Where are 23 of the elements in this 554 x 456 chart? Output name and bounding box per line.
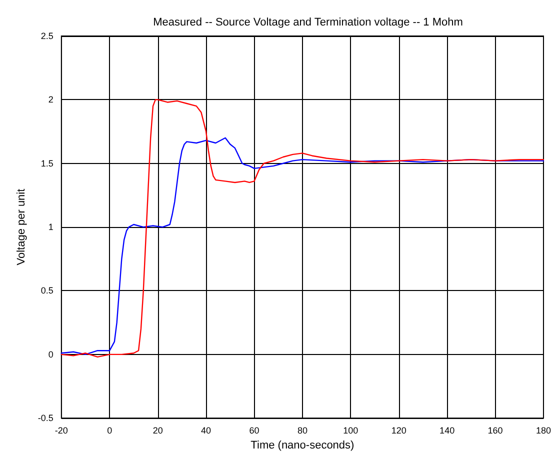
x-tick-label: 0	[107, 426, 112, 436]
x-tick-label: 160	[488, 426, 503, 436]
x-tick-label: 20	[152, 426, 163, 436]
y-tick-label: 2.5	[40, 31, 54, 41]
x-tick-label: -20	[54, 426, 68, 436]
y-tick-label: 1	[48, 222, 54, 232]
y-tick-label: 2	[48, 94, 54, 105]
x-tick-label: 100	[343, 426, 358, 436]
line-series	[60, 99, 544, 358]
x-tick-label: 60	[249, 426, 260, 436]
x-tick-label: 140	[440, 426, 455, 436]
y-tick-label: 1.5	[40, 158, 54, 168]
x-tick-label: 80	[297, 426, 308, 436]
x-tick-label: 120	[391, 426, 406, 436]
y-tick-label: -0.5	[38, 413, 54, 424]
x-tick-label: 40	[201, 426, 212, 436]
x-axis-title: Time (nano-seconds)	[250, 440, 354, 452]
y-axis-title: Voltage per unit	[16, 188, 28, 266]
line-series	[60, 137, 544, 356]
y-tick-label: 0.5	[40, 286, 54, 296]
y-tick-label: 0	[48, 349, 54, 360]
chart-title: Measured -- Source Voltage and Termination voltage -- 1 Mohm	[153, 16, 463, 28]
x-tick-label: 180	[536, 426, 552, 436]
